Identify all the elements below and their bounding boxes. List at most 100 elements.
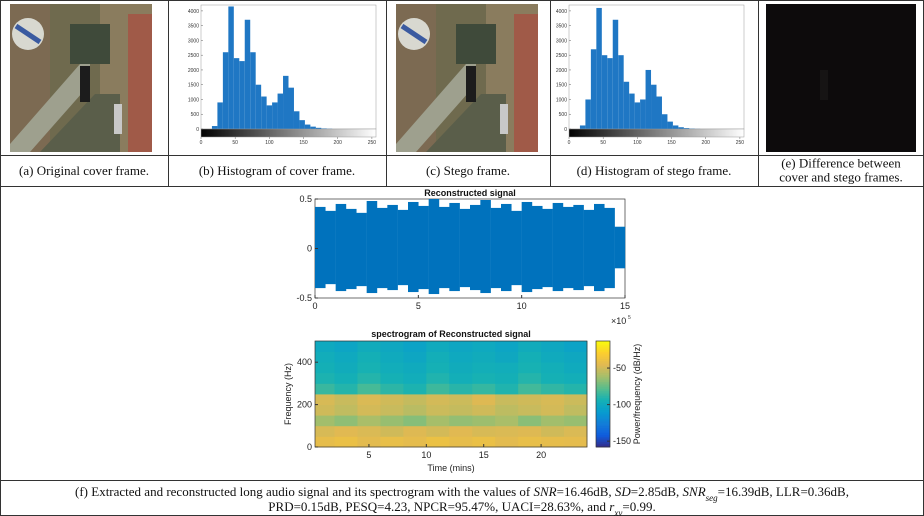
signal-band [315, 206, 326, 289]
caption-segment: SD [615, 484, 632, 499]
signal-band [449, 202, 460, 292]
spectrogram-cell [472, 341, 496, 352]
caption: (a) Original cover frame. [19, 163, 149, 178]
signal-band [356, 212, 367, 287]
spectrogram-cell [518, 436, 542, 448]
colorbar-tick-label: -150 [613, 436, 631, 446]
spectrogram-cell [541, 351, 565, 363]
caption-segment: SNR [683, 484, 706, 499]
colorbar-step [596, 425, 610, 428]
spectrogram-cell [541, 362, 565, 374]
spectrogram-cell [472, 383, 496, 395]
spectrogram-cell [426, 436, 450, 448]
spectrogram-cell [541, 341, 565, 352]
bar [629, 93, 635, 129]
spectrogram-cell [403, 404, 427, 416]
colorbar-step [596, 404, 610, 407]
bar [244, 19, 251, 130]
signal-band [521, 201, 533, 293]
difference-image [766, 4, 916, 152]
colorbar-step [596, 372, 610, 375]
spectrogram-cell [334, 351, 358, 363]
colorbar-step [596, 369, 610, 372]
colorbar-step [596, 346, 610, 349]
spectrogram-cell [495, 394, 519, 405]
grayscale-bar [200, 128, 377, 138]
spectrogram-cell [380, 383, 404, 395]
spectrogram-cell [334, 372, 358, 384]
spectrogram-cell [495, 404, 519, 416]
caption: (b) Histogram of cover frame. [199, 163, 355, 178]
spectrogram-cell [564, 383, 588, 395]
colorbar-tick-label: -100 [613, 400, 631, 410]
x-tick-label: 100 [265, 140, 274, 146]
bar [645, 69, 652, 129]
y-tick-label: 3500 [188, 24, 199, 30]
bar [607, 58, 613, 130]
spectrogram-cell [541, 415, 565, 427]
spectrogram-cell [449, 436, 473, 448]
spectrogram-cell [449, 394, 473, 405]
spectrogram-cell [495, 351, 519, 363]
spectrogram-cell [403, 415, 427, 427]
caption-segment: SNR [533, 484, 556, 499]
signal-band [614, 226, 626, 269]
colorbar-step [596, 418, 610, 421]
colorbar-step [596, 360, 610, 363]
bar [261, 96, 267, 129]
bar [623, 81, 630, 129]
x-tick-label: 150 [667, 140, 676, 146]
x-tick-label: 0 [312, 301, 317, 311]
bar [299, 120, 305, 129]
bar [612, 19, 619, 130]
spectrogram-cell [334, 425, 358, 437]
spectrogram-cell [472, 372, 496, 384]
bar [239, 61, 245, 129]
caption-segment: =16.46dB, [557, 484, 615, 499]
bar [634, 102, 641, 129]
spectrogram-cell [472, 415, 496, 427]
spectrogram-cell [426, 341, 450, 352]
spectrogram-cell [357, 404, 381, 416]
x-tick-label: 10 [517, 301, 527, 311]
y-tick-label: 500 [191, 112, 200, 118]
colorbar-step [596, 353, 610, 356]
caption-segment: seg [706, 493, 718, 503]
spectrogram-cell [518, 415, 542, 427]
bar [601, 55, 608, 129]
colorbar-step [596, 445, 610, 448]
colorbar-step [596, 378, 610, 381]
spectrogram-cell [518, 383, 542, 395]
colorbar-label: Power/frequency (dB/Hz) [632, 344, 642, 445]
signal-band [480, 199, 491, 294]
spectrogram-cell [426, 362, 450, 374]
spectrogram-cell [564, 341, 588, 352]
spectrogram-cell [449, 362, 473, 374]
x-tick-label: 250 [368, 140, 377, 146]
spectrogram-cell [449, 383, 473, 395]
spectrogram-cell [495, 372, 519, 384]
x-tick-label: 15 [620, 301, 630, 311]
x-tick-label: 200 [334, 140, 343, 146]
y-tick-label: 200 [297, 400, 312, 410]
bar [315, 127, 322, 129]
x-tick-label: 50 [232, 140, 238, 146]
bar [651, 84, 657, 129]
spectrogram-cell [315, 394, 335, 405]
signal-band [573, 204, 584, 291]
x-multiplier: ×10 [611, 316, 626, 326]
colorbar-step [596, 401, 610, 404]
spectrogram-cell [403, 362, 427, 374]
colorbar-step [596, 394, 610, 397]
y-axis-label: Frequency (Hz) [283, 363, 293, 425]
spectrogram-cell [334, 394, 358, 405]
colorbar-step [596, 381, 610, 384]
colorbar-step [596, 363, 610, 367]
colorbar-step [596, 358, 610, 361]
spectrogram-cell [380, 436, 404, 448]
x-tick-label: 10 [421, 450, 431, 460]
colorbar-step [596, 344, 610, 347]
y-tick-label: -0.5 [296, 293, 312, 303]
spectrogram-cell [541, 383, 565, 395]
spectrogram-cell [403, 372, 427, 384]
